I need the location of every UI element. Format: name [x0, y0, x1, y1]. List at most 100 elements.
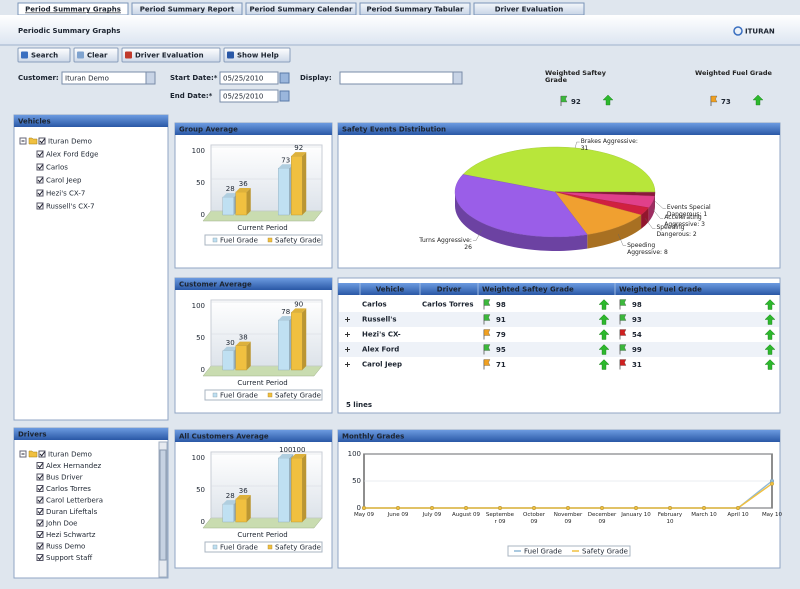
- button[interactable]: [73, 47, 119, 63]
- bar: [222, 503, 234, 523]
- check-mark: [37, 486, 44, 492]
- check-mark: [37, 190, 44, 196]
- panel-header: [14, 115, 168, 127]
- bar: [222, 196, 234, 216]
- table-row[interactable]: [339, 342, 779, 357]
- bar-top: [222, 500, 238, 505]
- tree-item: Carlos: [46, 164, 68, 172]
- vehicle-cell: Russell's: [362, 316, 397, 324]
- checkbox[interactable]: [36, 462, 44, 469]
- check-mark: [37, 555, 44, 561]
- tab-label: Period Summary Calendar: [250, 6, 354, 14]
- expand-toggle[interactable]: [345, 332, 350, 337]
- table-row[interactable]: [339, 357, 779, 372]
- grade-cell: 71: [496, 361, 506, 369]
- panel-title: Drivers: [18, 431, 47, 439]
- header-band: [0, 15, 800, 45]
- button-icon: [227, 51, 234, 59]
- button[interactable]: [121, 47, 221, 63]
- value-label: 92: [294, 144, 303, 152]
- up-arrow: [598, 344, 610, 355]
- calendar-button[interactable]: [279, 90, 290, 102]
- pie-side: [455, 192, 588, 252]
- x-tick-label: August 09: [452, 512, 480, 518]
- flag: [619, 344, 627, 351]
- pie-label: Speeding Aggressive: 8: [627, 241, 668, 256]
- panel-title: Customer Average: [179, 281, 252, 289]
- tree-item: Support Staff: [46, 554, 92, 562]
- leader-line: [574, 141, 580, 148]
- up-arrow: [764, 359, 776, 370]
- checkbox[interactable]: [36, 531, 44, 538]
- up-arrow: [764, 329, 776, 340]
- checkbox[interactable]: [36, 496, 44, 504]
- data-point: [430, 506, 435, 511]
- value-label: 36: [239, 487, 248, 495]
- pie-label: Brakes Aggressive: 31: [580, 138, 638, 153]
- bar: [278, 319, 290, 371]
- panel-header: [175, 278, 332, 290]
- data-point: [702, 506, 707, 511]
- end-date-value: 05/25/2010: [223, 93, 263, 101]
- table-header: [338, 283, 780, 295]
- data-point: [362, 506, 367, 511]
- check-mark: [37, 203, 44, 209]
- check-mark: [37, 532, 44, 538]
- up-arrow: [764, 344, 776, 355]
- data-point: [396, 506, 401, 511]
- panel-header: [175, 430, 332, 442]
- checkbox[interactable]: [36, 485, 44, 492]
- checkbox[interactable]: [36, 473, 44, 481]
- check-mark: [37, 474, 44, 480]
- checkbox[interactable]: [36, 163, 44, 171]
- start-date-input[interactable]: [219, 71, 279, 85]
- x-tick-label: May 09: [353, 512, 375, 518]
- table-row[interactable]: [339, 327, 779, 342]
- check-mark: [37, 164, 44, 170]
- flag: [619, 359, 627, 366]
- legend: [204, 389, 323, 401]
- data-point: [464, 506, 469, 511]
- expand-toggle[interactable]: [345, 317, 350, 322]
- display-select[interactable]: [339, 71, 463, 85]
- checkbox[interactable]: [36, 202, 44, 210]
- checkbox[interactable]: [36, 176, 44, 184]
- end-date-input[interactable]: [219, 89, 279, 103]
- legend-label: Safety Grade: [582, 548, 628, 556]
- scroll-thumb[interactable]: [159, 449, 167, 561]
- bar-top: [278, 454, 294, 458]
- table-row[interactable]: [339, 297, 779, 312]
- checkbox[interactable]: [38, 450, 46, 458]
- grade-cell: 98: [632, 301, 642, 309]
- button-label: Search: [31, 52, 58, 60]
- checkbox[interactable]: [36, 542, 44, 550]
- legend-label: Safety Grade: [275, 544, 321, 552]
- grade-cell: 93: [632, 316, 642, 324]
- display-label: Display:: [300, 74, 332, 82]
- bar-side: [246, 187, 251, 215]
- button[interactable]: [223, 47, 291, 63]
- pie-label: Accelerating Aggressive: 3: [664, 214, 705, 229]
- table-row[interactable]: [339, 312, 779, 327]
- button[interactable]: [17, 47, 71, 63]
- y-tick-label: 100: [192, 302, 205, 310]
- checkbox[interactable]: [36, 519, 44, 527]
- checkbox[interactable]: [36, 508, 44, 515]
- checkbox[interactable]: [36, 150, 44, 158]
- column-header: Vehicle: [376, 286, 405, 294]
- tree-item: Carol Letterbera: [46, 497, 103, 505]
- flag: [483, 344, 491, 351]
- flag: [560, 95, 568, 103]
- checkbox[interactable]: [38, 137, 46, 145]
- bar-top: [291, 152, 307, 157]
- calendar-button[interactable]: [279, 72, 290, 84]
- pie-side: [648, 196, 655, 222]
- checkbox[interactable]: [36, 189, 44, 197]
- expand-toggle[interactable]: [345, 347, 350, 352]
- tree-item: Hezi's CX-7: [46, 190, 85, 198]
- button-label: Driver Evaluation: [135, 52, 204, 60]
- expand-toggle[interactable]: [345, 362, 350, 367]
- tree-item: Carlos Torres: [46, 485, 91, 493]
- checkbox[interactable]: [36, 554, 44, 561]
